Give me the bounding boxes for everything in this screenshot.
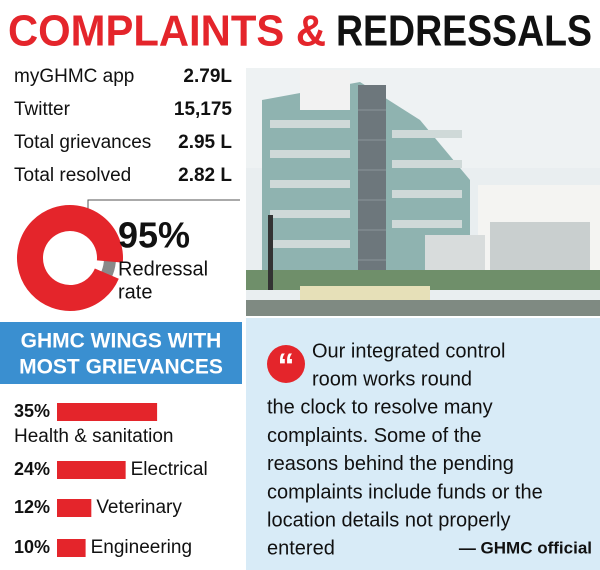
bar [57, 403, 158, 421]
stat-label: Total grievances [14, 132, 151, 153]
bar-category: Electrical [131, 459, 208, 480]
quote-line: the clock to resolve many [267, 397, 493, 419]
stat-value: 2.95 L [178, 132, 232, 153]
quote-attribution: — GHMC official [459, 538, 592, 557]
stat-value: 2.79L [183, 66, 232, 87]
stat-value: 2.82 L [178, 165, 232, 186]
quote-line: location details not properly [267, 509, 510, 531]
quote-line: reasons behind the pending [267, 453, 514, 475]
stat-value: 15,175 [174, 99, 233, 120]
section-header [0, 322, 242, 384]
bar-value-label: 12% [14, 497, 50, 517]
title-black: REDRESSALS [336, 7, 592, 56]
stat-label: Twitter [14, 99, 71, 120]
quote-line: complaints. Some of the [267, 425, 482, 447]
quote-line: room works round [312, 368, 472, 390]
building-photo [246, 68, 600, 316]
bar-category: Health & sanitation [14, 426, 174, 447]
leader-line [87, 199, 240, 214]
bar [57, 499, 92, 517]
donut-value: 95% [118, 215, 190, 256]
title-red: COMPLAINTS & [8, 7, 326, 56]
donut-label: rate [118, 281, 152, 303]
bar [57, 461, 126, 479]
section-title: MOST GRIEVANCES [19, 356, 223, 379]
bar [57, 539, 86, 557]
stat-label: myGHMC app [14, 66, 134, 87]
bar-value-label: 24% [14, 459, 50, 479]
donut-segment [17, 205, 123, 311]
quote-line: entered [267, 538, 335, 560]
quote-background [246, 318, 600, 570]
bar-value-label: 35% [14, 401, 50, 421]
donut-label: Redressal [118, 258, 208, 280]
section-title: GHMC WINGS WITH [21, 330, 222, 353]
bar-category: Engineering [91, 537, 192, 558]
quote-line: complaints include funds or the [267, 481, 543, 503]
bar-value-label: 10% [14, 537, 50, 557]
quote-line: Our integrated control [312, 340, 505, 362]
stat-label: Total resolved [14, 165, 131, 186]
bar-category: Veterinary [96, 497, 182, 518]
quote-icon [267, 345, 305, 383]
quote-mark: “ [278, 347, 295, 385]
